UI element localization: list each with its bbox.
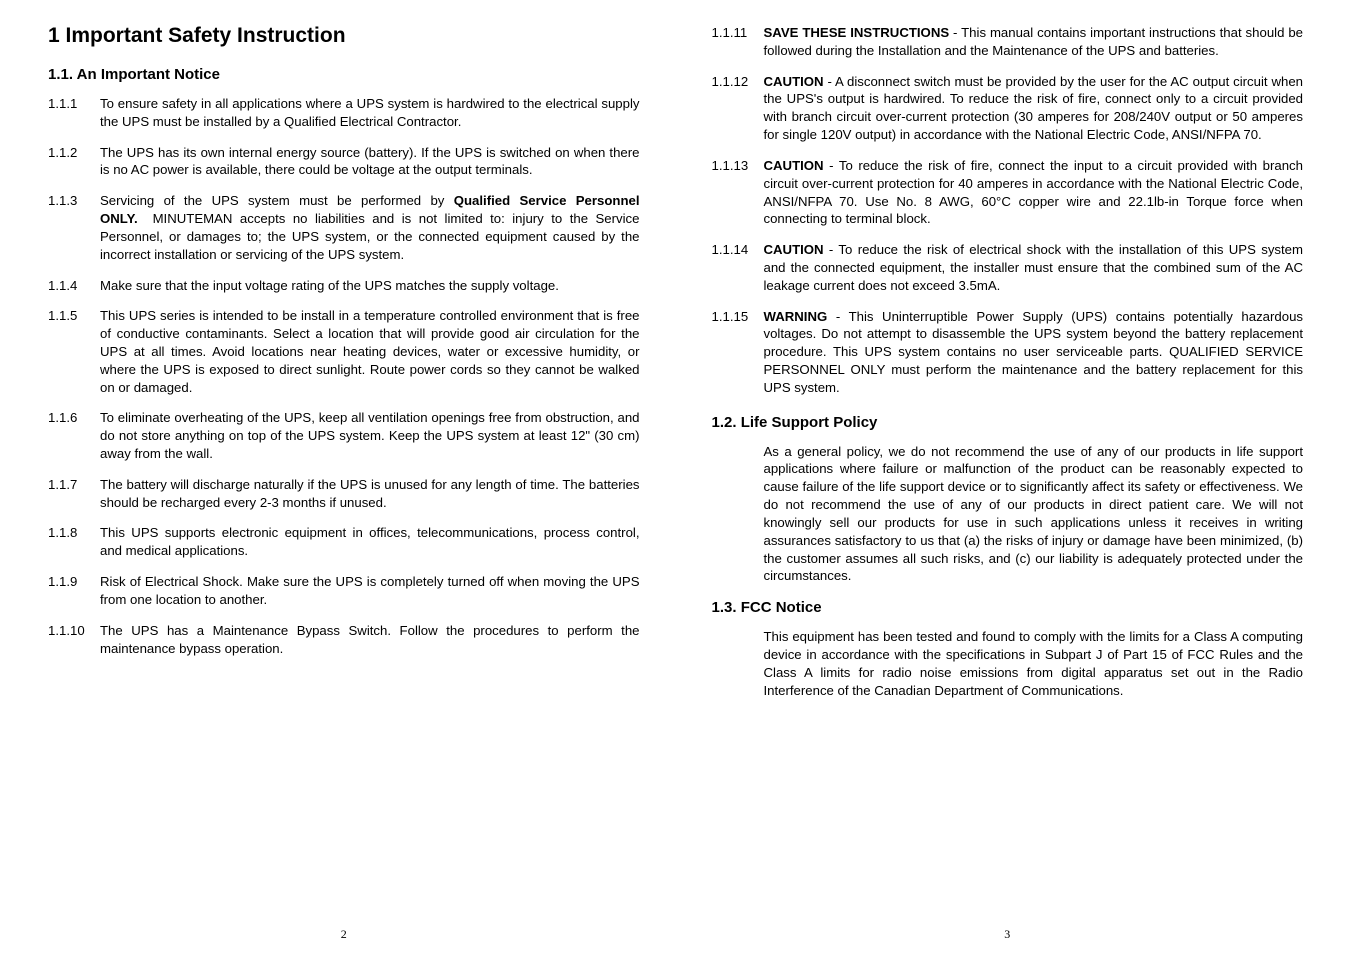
- list-item: 1.1.11 SAVE THESE INSTRUCTIONS - This ma…: [712, 24, 1304, 60]
- list-item: 1.1.12 CAUTION - A disconnect switch mus…: [712, 73, 1304, 144]
- item-number: 1.1.3: [48, 192, 100, 263]
- list-item: 1.1.14 CAUTION - To reduce the risk of e…: [712, 241, 1304, 294]
- list-item: 1.1.8 This UPS supports electronic equip…: [48, 524, 640, 560]
- right-page: 1.1.11 SAVE THESE INSTRUCTIONS - This ma…: [676, 24, 1312, 942]
- item-number: 1.1.14: [712, 241, 764, 294]
- item-text: This UPS supports electronic equipment i…: [100, 524, 640, 560]
- section-num: 1.3.: [712, 599, 737, 616]
- item-number: 1.1.1: [48, 95, 100, 131]
- item-number: 1.1.6: [48, 409, 100, 462]
- page-number: 3: [712, 917, 1304, 942]
- item-number: 1.1.9: [48, 573, 100, 609]
- item-text: WARNING - This Uninterruptible Power Sup…: [764, 308, 1304, 397]
- section-body: As a general policy, we do not recommend…: [764, 443, 1304, 586]
- item-text: To eliminate overheating of the UPS, kee…: [100, 409, 640, 462]
- item-number: 1.1.12: [712, 73, 764, 144]
- item-number: 1.1.15: [712, 308, 764, 397]
- list-item: 1.1.3 Servicing of the UPS system must b…: [48, 192, 640, 263]
- item-text: The UPS has its own internal energy sour…: [100, 144, 640, 180]
- item-text: Servicing of the UPS system must be perf…: [100, 192, 640, 263]
- item-text: CAUTION - To reduce the risk of electric…: [764, 241, 1304, 294]
- list-item: 1.1.7 The battery will discharge natural…: [48, 476, 640, 512]
- item-text: The battery will discharge naturally if …: [100, 476, 640, 512]
- section-heading: 1.3. FCC Notice: [712, 599, 1304, 616]
- section-body: This equipment has been tested and found…: [764, 628, 1304, 699]
- section-title: An Important Notice: [77, 66, 220, 83]
- item-number: 1.1.7: [48, 476, 100, 512]
- list-item: 1.1.13 CAUTION - To reduce the risk of f…: [712, 157, 1304, 228]
- list-item: 1.1.5 This UPS series is intended to be …: [48, 307, 640, 396]
- list-item: 1.1.15 WARNING - This Uninterruptible Po…: [712, 308, 1304, 397]
- item-number: 1.1.10: [48, 622, 100, 658]
- item-number: 1.1.2: [48, 144, 100, 180]
- item-number: 1.1.5: [48, 307, 100, 396]
- list-item: 1.1.1 To ensure safety in all applicatio…: [48, 95, 640, 131]
- page-number: 2: [48, 917, 640, 942]
- list-item: 1.1.2 The UPS has its own internal energ…: [48, 144, 640, 180]
- item-number: 1.1.13: [712, 157, 764, 228]
- section-num: 1.2.: [712, 414, 737, 431]
- item-text: The UPS has a Maintenance Bypass Switch.…: [100, 622, 640, 658]
- item-text: Make sure that the input voltage rating …: [100, 277, 640, 295]
- item-number: 1.1.11: [712, 24, 764, 60]
- list-item: 1.1.10 The UPS has a Maintenance Bypass …: [48, 622, 640, 658]
- section-heading: 1.1. An Important Notice: [48, 66, 640, 83]
- item-number: 1.1.8: [48, 524, 100, 560]
- item-number: 1.1.4: [48, 277, 100, 295]
- item-text: CAUTION - To reduce the risk of fire, co…: [764, 157, 1304, 228]
- item-text: CAUTION - A disconnect switch must be pr…: [764, 73, 1304, 144]
- item-text: This UPS series is intended to be instal…: [100, 307, 640, 396]
- section-num: 1.1.: [48, 66, 73, 83]
- chapter-heading: 1 Important Safety Instruction: [48, 24, 640, 48]
- left-page: 1 Important Safety Instruction 1.1. An I…: [40, 24, 676, 942]
- list-item: 1.1.6 To eliminate overheating of the UP…: [48, 409, 640, 462]
- item-text: SAVE THESE INSTRUCTIONS - This manual co…: [764, 24, 1304, 60]
- list-item: 1.1.9 Risk of Electrical Shock. Make sur…: [48, 573, 640, 609]
- section-title: FCC Notice: [741, 599, 822, 616]
- item-text: Risk of Electrical Shock. Make sure the …: [100, 573, 640, 609]
- section-title: Life Support Policy: [741, 414, 878, 431]
- item-text: To ensure safety in all applications whe…: [100, 95, 640, 131]
- section-heading: 1.2. Life Support Policy: [712, 414, 1304, 431]
- list-item: 1.1.4 Make sure that the input voltage r…: [48, 277, 640, 295]
